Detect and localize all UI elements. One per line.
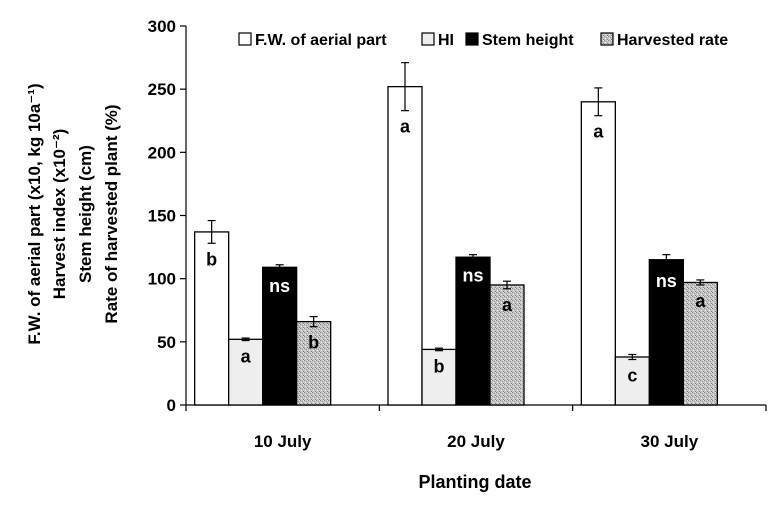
y-tick-label: 100 <box>148 270 176 289</box>
data-label-harvested-rate: a <box>695 291 706 311</box>
x-tick-label: 10 July <box>254 432 312 451</box>
legend-swatch-hi <box>421 32 435 46</box>
data-label-stem-height: ns <box>656 271 677 291</box>
y-tick-label: 50 <box>157 333 176 352</box>
data-label-stem-height: ns <box>269 276 290 296</box>
y-tick-label: 200 <box>148 143 176 162</box>
data-label-hi: b <box>434 357 445 377</box>
y-axis-title-line-1: F.W. of aerial part (x10, kg 10a⁻¹) <box>25 83 44 344</box>
legend-swatch-stem-height <box>465 32 479 46</box>
x-tick-label: 20 July <box>447 432 505 451</box>
x-axis: 10 July 20 July 30 July <box>185 404 767 451</box>
error-bar-f-w-of-aerial-part <box>207 219 216 244</box>
bar-f-w-of-aerial-part <box>580 101 616 406</box>
y-axis: 0 50 100 150 200 250 300 <box>148 17 187 415</box>
data-label-harvested-rate: b <box>308 333 319 353</box>
data-label-f-w-of-aerial-part: b <box>206 249 217 269</box>
bar-f-w-of-aerial-part <box>194 231 230 406</box>
bar-hi <box>421 348 457 406</box>
x-tick-label: 30 July <box>641 432 699 451</box>
bars: b a a a b c ns ns ns b a a <box>194 62 718 406</box>
y-tick-label: 0 <box>167 396 176 415</box>
x-axis-title: Planting date <box>418 472 531 492</box>
legend-swatch-f-w-of-aerial-part <box>238 32 252 46</box>
y-axis-title: F.W. of aerial part (x10, kg 10a⁻¹) Harv… <box>25 83 121 344</box>
bar-harvested-rate <box>682 281 718 406</box>
legend-label-f-w-of-aerial-part: F.W. of aerial part <box>255 32 387 49</box>
bar-harvested-rate <box>489 284 525 406</box>
y-axis-title-line-3: Stem height (cm) <box>76 145 95 283</box>
error-bar-stem-height <box>662 254 671 266</box>
bar-harvested-rate <box>296 320 332 406</box>
error-bar-harvested-rate <box>696 279 705 286</box>
legend-label-harvested-rate: Harvested rate <box>617 32 728 49</box>
y-axis-title-line-2: Harvest index (x10⁻²) <box>50 129 69 300</box>
error-bar-f-w-of-aerial-part <box>401 62 409 112</box>
bar-stem-height <box>455 256 491 406</box>
y-tick-label: 250 <box>148 80 176 99</box>
data-label-harvested-rate: a <box>502 295 513 315</box>
data-label-hi: c <box>627 366 637 386</box>
error-bar-hi <box>241 337 250 342</box>
error-bar-hi <box>435 347 443 352</box>
y-tick-label: 300 <box>148 17 176 36</box>
error-bar-stem-height <box>469 254 477 261</box>
error-bar-hi <box>628 353 637 361</box>
bar-f-w-of-aerial-part <box>387 85 423 406</box>
error-bar-f-w-of-aerial-part <box>594 87 603 117</box>
error-bar-harvested-rate <box>309 315 318 328</box>
y-axis-title-line-4: Rate of harvested plant (%) <box>102 104 121 323</box>
data-label-stem-height: ns <box>462 266 483 286</box>
y-tick-label: 150 <box>148 207 176 226</box>
error-bar-stem-height <box>275 264 284 271</box>
data-label-hi: a <box>241 347 252 367</box>
bar-hi <box>614 356 650 406</box>
legend: F.W. of aerial part HI Stem height Harveste… <box>238 32 728 49</box>
error-bar-harvested-rate <box>503 280 511 290</box>
legend-label-stem-height: Stem height <box>482 32 574 49</box>
legend-swatch-harvested-rate <box>600 32 614 46</box>
data-label-f-w-of-aerial-part: a <box>593 122 604 142</box>
data-label-f-w-of-aerial-part: a <box>400 117 411 137</box>
bar-hi <box>228 338 264 406</box>
legend-label-hi: HI <box>438 32 454 49</box>
